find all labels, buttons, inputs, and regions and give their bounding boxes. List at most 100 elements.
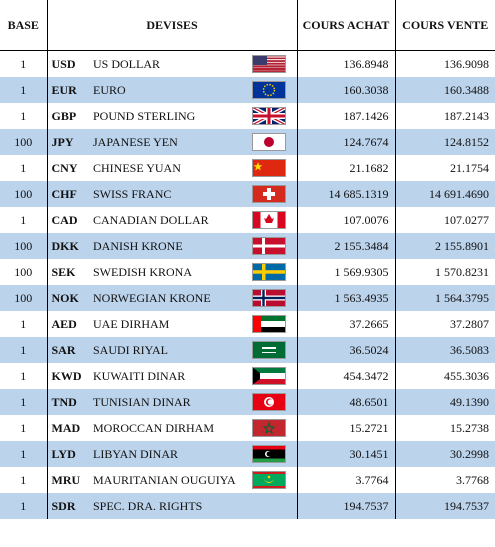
name-cell: SWEDISH KRONA bbox=[93, 264, 192, 279]
code-cell: USD bbox=[46, 50, 89, 77]
flag-cell bbox=[241, 285, 297, 311]
flag-cell bbox=[241, 337, 297, 363]
flag-cell bbox=[241, 467, 297, 493]
base-cell: 1 bbox=[0, 493, 47, 519]
code-cell: SAR bbox=[46, 337, 89, 363]
flag-cell bbox=[241, 311, 297, 337]
table-row: 1 MAD MOROCCAN DIRHAM 15.2721 15.2738 bbox=[0, 415, 495, 441]
name-cell: UAE DIRHAM bbox=[93, 316, 170, 331]
buy-rate-cell: 37.2665 bbox=[296, 311, 395, 337]
base-cell: 1 bbox=[20, 316, 27, 331]
buy-rate-cell: 1 563.4935 bbox=[296, 285, 395, 311]
flag-cell bbox=[241, 415, 297, 441]
name-cell: US DOLLAR bbox=[93, 56, 161, 71]
table-row: 1 GBP POUND STERLING 187.1426 187.2143 bbox=[0, 103, 495, 129]
code-cell: CAD bbox=[46, 207, 89, 233]
sell-rate-cell: 3.7768 bbox=[394, 467, 495, 493]
sell-rate-cell: 14 691.4690 bbox=[394, 181, 495, 207]
flag-cell bbox=[241, 51, 297, 78]
code-cell: JPY bbox=[46, 129, 89, 155]
flag-cell bbox=[241, 493, 297, 519]
header-row: BASE DEVISES COURS ACHAT COURS VENTE bbox=[0, 0, 495, 51]
flag-icon bbox=[251, 237, 286, 255]
name-cell: MOROCCAN DIRHAM bbox=[93, 420, 215, 435]
buy-rate-cell: 30.1451 bbox=[296, 441, 395, 467]
base-cell: 100 bbox=[0, 233, 47, 259]
table-row: 1 SDR SPEC. DRA. RIGHTS 194.7537 194.7537 bbox=[0, 493, 495, 519]
sell-rate-cell: 1 564.3795 bbox=[394, 285, 495, 311]
buy-rate-cell: 36.5024 bbox=[296, 337, 395, 363]
name-cell: POUND STERLING bbox=[93, 108, 196, 123]
buy-rate-cell: 1 569.9305 bbox=[296, 259, 395, 285]
header-cell: COURS VENTE bbox=[394, 0, 495, 51]
sell-rate-cell: 187.2143 bbox=[394, 103, 495, 129]
base-cell: 1 bbox=[0, 337, 47, 363]
buy-rate-cell: 3.7764 bbox=[296, 467, 395, 493]
flag-icon bbox=[251, 185, 286, 203]
table-body: 1 USD US DOLLAR 136.8948 136.9098 1 EUR EURO 160… bbox=[0, 50, 495, 519]
flag-icon bbox=[251, 211, 286, 229]
flag-icon bbox=[251, 315, 286, 333]
buy-rate-cell: 2 155.3484 bbox=[296, 233, 395, 259]
base-cell: 1 bbox=[20, 212, 27, 227]
flag-icon bbox=[251, 341, 286, 359]
name-cell: CHINESE YUAN bbox=[93, 160, 181, 175]
name-cell: MAURITANIAN OUGUIYA bbox=[93, 472, 236, 487]
table-row: 1 SAR SAUDI RIYAL 36.5024 36.5083 bbox=[0, 337, 495, 363]
table-row: 1 AED UAE DIRHAM 37.2665 37.2807 bbox=[0, 311, 495, 337]
code-cell: DKK bbox=[46, 233, 89, 259]
code-cell: AED bbox=[46, 311, 89, 337]
base-cell: 100 bbox=[0, 129, 47, 155]
sell-rate-cell: 21.1754 bbox=[394, 155, 495, 181]
code-cell: MAD bbox=[46, 415, 89, 441]
flag-cell bbox=[241, 155, 297, 181]
table-row: 100 CHF SWISS FRANC 14 685.1319 14 691.4690 bbox=[0, 181, 495, 207]
flag-icon bbox=[251, 419, 286, 437]
flag-icon bbox=[251, 471, 286, 489]
base-cell: 100 bbox=[0, 181, 47, 207]
code-cell: SDR bbox=[46, 493, 89, 519]
flag-icon bbox=[251, 107, 286, 125]
name-cell: KUWAITI DINAR bbox=[93, 368, 186, 383]
code-cell: CNY bbox=[46, 155, 89, 181]
buy-rate-cell: 107.0076 bbox=[296, 207, 395, 233]
buy-rate-cell: 15.2721 bbox=[296, 415, 395, 441]
code-cell: LYD bbox=[46, 441, 89, 467]
base-cell: 1 bbox=[20, 160, 27, 175]
table-row: 100 DKK DANISH KRONE 2 155.3484 2 155.8901 bbox=[0, 233, 495, 259]
name-cell: JAPANESE YEN bbox=[89, 129, 241, 155]
header-cell: BASE bbox=[0, 0, 47, 51]
buy-rate-cell: 48.6501 bbox=[296, 389, 395, 415]
name-cell: TUNISIAN DINAR bbox=[89, 389, 241, 415]
name-cell: EURO bbox=[89, 77, 241, 103]
flag-icon bbox=[251, 289, 286, 307]
table-row: 1 CNY CHINESE YUAN 21.1682 21.1754 bbox=[0, 155, 495, 181]
buy-rate-cell: 187.1426 bbox=[296, 103, 395, 129]
name-cell: CANADIAN DOLLAR bbox=[93, 212, 209, 227]
flag-cell bbox=[241, 181, 297, 207]
sell-rate-cell: 124.8152 bbox=[394, 129, 495, 155]
flag-icon bbox=[251, 263, 286, 281]
table-row: 1 KWD KUWAITI DINAR 454.3472 455.3036 bbox=[0, 363, 495, 389]
sell-rate-cell: 49.1390 bbox=[394, 389, 495, 415]
table-row: 1 EUR EURO 160.3038 160.3488 bbox=[0, 77, 495, 103]
base-cell: 1 bbox=[20, 56, 27, 71]
base-cell: 1 bbox=[20, 420, 27, 435]
sell-rate-cell: 30.2998 bbox=[394, 441, 495, 467]
sell-rate-cell: 2 155.8901 bbox=[394, 233, 495, 259]
sell-rate-cell: 1 570.8231 bbox=[394, 259, 495, 285]
flag-icon bbox=[251, 81, 286, 99]
header-cell: COURS ACHAT bbox=[296, 0, 395, 51]
header-cell: DEVISES bbox=[46, 0, 297, 51]
flag-cell bbox=[241, 207, 297, 233]
table-row: 100 SEK SWEDISH KRONA 1 569.9305 1 570.8231 bbox=[0, 259, 495, 285]
sell-rate-cell: 194.7537 bbox=[394, 493, 495, 519]
code-cell: NOK bbox=[46, 285, 89, 311]
table-row: 100 NOK NORWEGIAN KRONE 1 563.4935 1 564.379… bbox=[0, 285, 495, 311]
sell-rate-cell: 36.5083 bbox=[394, 337, 495, 363]
sell-rate-cell: 15.2738 bbox=[394, 415, 495, 441]
flag-cell bbox=[241, 233, 297, 259]
flag-cell bbox=[241, 129, 297, 155]
name-cell: LIBYAN DINAR bbox=[89, 441, 241, 467]
table-row: 100 JPY JAPANESE YEN 124.7674 124.8152 bbox=[0, 129, 495, 155]
